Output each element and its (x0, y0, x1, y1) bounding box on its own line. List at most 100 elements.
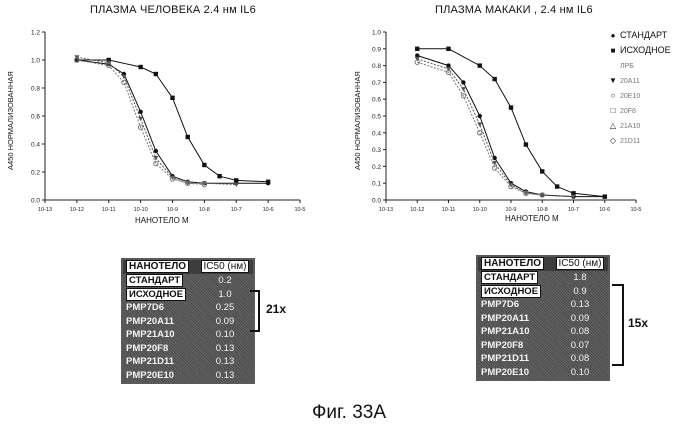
data-point (478, 131, 482, 135)
row-name: СТАНДАРТ (126, 274, 183, 287)
row-value: 0.13 (197, 355, 253, 369)
legend-item: △21А10 (608, 118, 696, 133)
table-row: PMP7D60.13 (478, 298, 608, 312)
table-row: PMP20A110.09 (123, 315, 253, 329)
legend-symbol: □ (608, 103, 618, 118)
data-point (555, 184, 559, 188)
x-tick-label: 10-7 (231, 207, 242, 213)
row-name: PMP20F8 (123, 342, 197, 356)
legend-symbol: ▼ (608, 73, 618, 88)
chart2-plot: 0.00.10.20.30.40.50.60.70.80.91.010-1310… (364, 22, 644, 227)
chart1-x-axis-label: НАНОТЕЛО М (135, 216, 189, 225)
data-point (170, 96, 174, 100)
row-name: PMP7D6 (123, 301, 197, 315)
data-point (524, 142, 528, 146)
row-name: ИСХОДНОЕ (126, 288, 186, 301)
legend-label: 20Е10 (620, 93, 640, 100)
row-value: 0.10 (552, 366, 608, 380)
y-tick-label: 0.1 (372, 181, 381, 188)
data-point (154, 149, 158, 153)
data-point (461, 80, 465, 84)
ratio-bracket-macaque (612, 284, 624, 366)
row-value: 0.13 (552, 298, 608, 312)
y-tick-label: 1.0 (372, 30, 381, 37)
series-line (77, 60, 268, 182)
ratio-bracket-human (250, 290, 260, 332)
table-row: ИСХОДНОЕ 0.9 (478, 285, 608, 299)
table-row: СТАНДАРТ 0.2 (123, 274, 253, 288)
row-name: PMP20F8 (478, 339, 552, 353)
table-row: PMP20E100.13 (123, 369, 253, 383)
legend-item: ◇21D11 (608, 133, 696, 148)
data-point (138, 117, 143, 122)
legend-label: СТАНДАРТ (620, 30, 667, 40)
x-tick-label: 10-13 (38, 207, 52, 213)
table-header: НАНОТЕЛО IC50 (нм) (478, 257, 608, 271)
row-name: PMP21A10 (123, 328, 197, 342)
y-tick-label: 0.6 (31, 114, 40, 121)
x-tick-label: 10-6 (599, 207, 610, 213)
y-tick-label: 0.9 (372, 46, 381, 53)
legend-label: ИСХОДНОЕ (620, 45, 671, 55)
x-tick-label: 10-8 (537, 207, 548, 213)
data-point (138, 65, 142, 69)
x-tick-label: 10-7 (568, 207, 579, 213)
y-tick-label: 0.4 (31, 142, 40, 149)
row-value: 0.2 (197, 274, 253, 288)
data-point (478, 63, 482, 67)
x-tick-label: 10-12 (410, 207, 424, 213)
row-value: 0.09 (197, 315, 253, 329)
data-point (603, 194, 607, 198)
x-tick-label: 10-11 (102, 207, 116, 213)
row-name: СТАНДАРТ (481, 271, 538, 284)
row-value: 0.10 (197, 328, 253, 342)
chart2-legend: ●СТАНДАРТ ■ИСХОДНОЕ ЛРБ ▼20А11 ○20Е10 □2… (608, 28, 696, 148)
x-tick-label: 10-10 (134, 207, 148, 213)
x-tick-label: 10-10 (473, 207, 487, 213)
table-row: PMP20A110.09 (478, 312, 608, 326)
legend-symbol: ○ (608, 88, 618, 103)
legend-label: 20F8 (620, 108, 636, 115)
chart2-x-axis-label: НАНОТЕЛО М (505, 214, 559, 223)
series-line (77, 60, 205, 185)
y-tick-label: 0.0 (372, 198, 381, 205)
table-row: PMP7D60.25 (123, 301, 253, 315)
data-point (138, 110, 142, 114)
table-row: ИСХОДНОЕ1.0 (123, 288, 253, 302)
row-value: 0.08 (552, 352, 608, 366)
x-tick-label: 10-9 (505, 207, 516, 213)
x-tick-label: 10-13 (379, 207, 393, 213)
row-name: ИСХОДНОЕ (481, 285, 541, 298)
data-point (122, 80, 126, 84)
row-name: PMP20A11 (478, 312, 552, 326)
table-row: PMP21A100.10 (123, 328, 253, 342)
chart1-plot: 0.00.20.40.60.81.01.210-1310-1210-1110-1… (18, 22, 318, 227)
legend-label: 21А10 (620, 123, 640, 130)
table-row: PMP20F80.07 (478, 339, 608, 353)
data-point (509, 105, 513, 109)
row-name: PMP20E10 (123, 369, 197, 383)
data-point (461, 87, 466, 92)
row-value: 1.8 (552, 271, 608, 285)
data-point (540, 169, 544, 173)
x-tick-label: 10-11 (442, 207, 456, 213)
data-point (492, 77, 496, 81)
x-tick-label: 10-9 (167, 207, 178, 213)
table-row: PMP20F80.13 (123, 342, 253, 356)
legend-symbol: ■ (608, 43, 618, 58)
series-line (77, 60, 268, 183)
row-name: PMP21D11 (478, 352, 552, 366)
row-value: 0.9 (552, 285, 608, 299)
header-ic50: IC50 (нм) (201, 260, 250, 273)
y-tick-label: 0.8 (31, 86, 40, 93)
y-tick-label: 1.2 (31, 30, 40, 37)
chart1-y-axis-label: А450 НОРМАЛИЗОВАННАЯ (6, 71, 15, 170)
ratio-label-human: 21x (266, 302, 286, 316)
x-tick-label: 10-5 (294, 207, 305, 213)
chart1-title: ПЛАЗМА ЧЕЛОВЕКА 2.4 нм IL6 (90, 4, 256, 16)
row-value: 0.08 (552, 325, 608, 339)
header-nanobody: НАНОТЕЛО (126, 260, 189, 273)
table-row: PMP21D110.08 (478, 352, 608, 366)
series-line (417, 56, 605, 197)
legend-symbol: ◇ (608, 133, 618, 148)
